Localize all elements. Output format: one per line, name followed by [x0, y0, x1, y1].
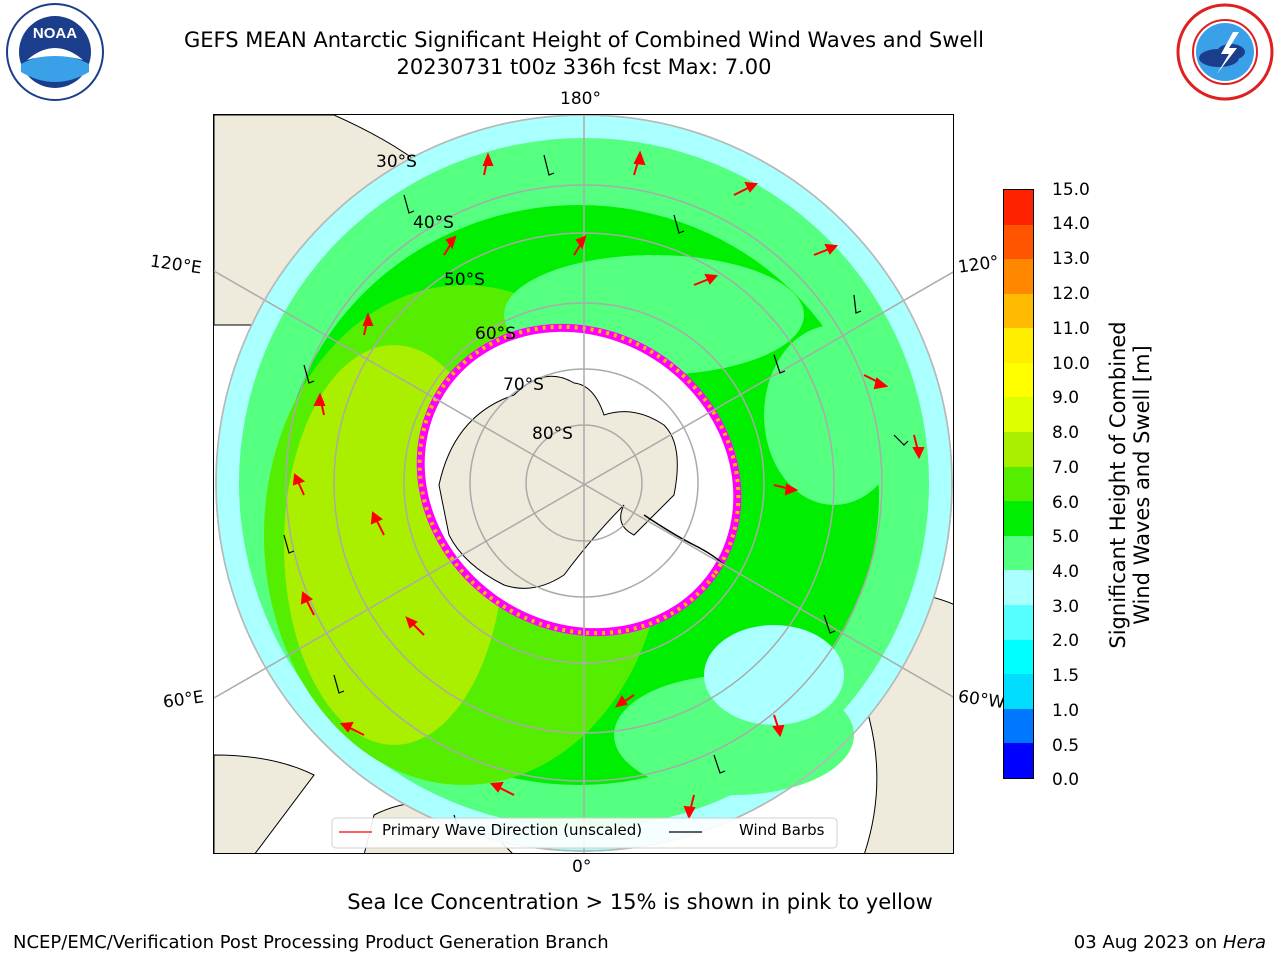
lon-label-right-upper: 120° [956, 252, 1001, 278]
colorbar-swatch [1004, 466, 1033, 502]
chart-title: GEFS MEAN Antarctic Significant Height o… [183, 28, 985, 52]
colorbar-swatch [1004, 743, 1033, 778]
lat-label-80s: 80°S [532, 424, 573, 444]
colorbar-tick: 14.0 [1052, 214, 1090, 234]
lat-label-70s: 70°S [503, 375, 544, 395]
colorbar-tick: 1.5 [1052, 666, 1080, 686]
lon-label-left-lower: 60°E [161, 687, 206, 713]
colorbar-tick: 7.0 [1052, 458, 1080, 478]
colorbar-swatch [1004, 224, 1033, 260]
colorbar-tick: 6.0 [1052, 493, 1080, 513]
colorbar-label-line1: Significant Height of Combined [1106, 321, 1130, 649]
colorbar-tick: 12.0 [1052, 284, 1090, 304]
lat-label-60s: 60°S [475, 324, 516, 344]
colorbar-tick: 9.0 [1052, 388, 1080, 408]
colorbar-swatch [1004, 397, 1033, 433]
colorbar-swatch [1004, 605, 1033, 640]
colorbar-swatch [1004, 432, 1033, 467]
colorbar-tick: 15.0 [1052, 180, 1090, 200]
map-frame [213, 114, 954, 854]
lon-label-top: 180° [560, 89, 601, 109]
colorbar-swatch [1004, 501, 1033, 536]
colorbar-swatch [1004, 259, 1033, 294]
lat-label-30s: 30°S [376, 152, 417, 172]
colorbar-tick: 8.0 [1052, 423, 1080, 443]
colorbar-swatch [1004, 362, 1033, 398]
legend-wind-label: Wind Barbs [739, 821, 825, 839]
sea-ice-note: Sea Ice Concentration > 15% is shown in … [347, 890, 933, 914]
colorbar [1003, 189, 1034, 779]
footer-date: 03 Aug 2023 on Hera [1074, 932, 1266, 953]
lat-label-40s: 40°S [413, 213, 454, 233]
colorbar-swatch [1004, 293, 1033, 329]
colorbar-tick: 10.0 [1052, 354, 1090, 374]
colorbar-tick: 11.0 [1052, 319, 1090, 339]
colorbar-label: Significant Height of Combined Wind Wave… [1106, 275, 1154, 695]
colorbar-tick: 1.0 [1052, 701, 1080, 721]
footer-date-text: 03 Aug 2023 on [1073, 932, 1223, 953]
colorbar-label-line2: Wind Waves and Swell [m] [1130, 345, 1154, 625]
lon-label-bottom: 0° [572, 857, 592, 877]
chart-subtitle: 20230731 t00z 336h fcst Max: 7.00 [396, 55, 772, 79]
colorbar-swatch [1004, 570, 1033, 606]
lat-label-50s: 50°S [444, 270, 485, 290]
colorbar-tick: 4.0 [1052, 562, 1080, 582]
lon-label-right-lower: 60°W [956, 686, 1007, 714]
colorbar-tick: 0.5 [1052, 736, 1080, 756]
colorbar-swatch [1004, 674, 1033, 709]
footer-credit: NCEP/EMC/Verification Post Processing Pr… [13, 932, 609, 953]
colorbar-tick: 2.0 [1052, 631, 1080, 651]
colorbar-tick: 5.0 [1052, 527, 1080, 547]
lon-label-left-upper: 120°E [148, 251, 203, 279]
colorbar-swatch [1004, 639, 1033, 675]
colorbar-tick: 13.0 [1052, 249, 1090, 269]
colorbar-swatch [1004, 189, 1033, 225]
noaa-logo-text: NOAA [33, 25, 77, 42]
colorbar-swatch [1004, 535, 1033, 571]
colorbar-swatch [1004, 328, 1033, 363]
colorbar-tick: 3.0 [1052, 597, 1080, 617]
footer-machine: Hera [1222, 932, 1266, 953]
nws-logo [1175, 2, 1275, 102]
colorbar-tick: 0.0 [1052, 770, 1080, 790]
noaa-logo: NOAA [5, 2, 105, 102]
legend-wave-label: Primary Wave Direction (unscaled) [382, 821, 643, 839]
colorbar-swatch [1004, 708, 1033, 744]
